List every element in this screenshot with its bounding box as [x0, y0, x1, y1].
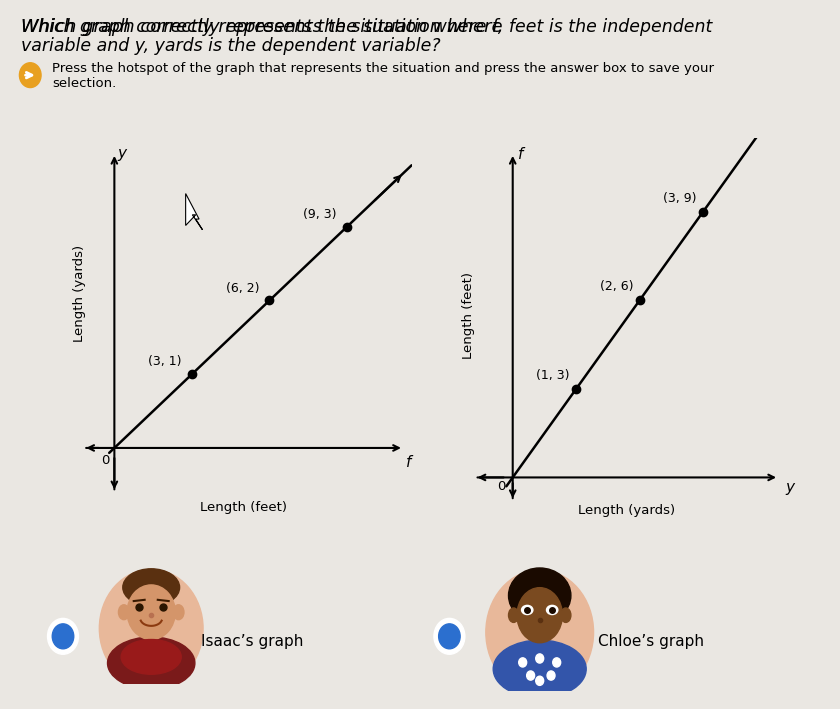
Text: selection.: selection.: [52, 77, 116, 90]
Ellipse shape: [108, 637, 195, 689]
Text: y: y: [118, 145, 127, 161]
Ellipse shape: [517, 588, 562, 643]
Circle shape: [547, 671, 555, 680]
Text: Length (feet): Length (feet): [200, 501, 287, 514]
Circle shape: [434, 618, 465, 654]
Text: Length (yards): Length (yards): [73, 245, 86, 342]
Circle shape: [536, 676, 543, 686]
Ellipse shape: [493, 640, 586, 698]
Polygon shape: [186, 194, 202, 230]
Ellipse shape: [118, 605, 129, 620]
Circle shape: [527, 671, 534, 680]
Text: Press the hotspot of the graph that represents the situation and press the answe: Press the hotspot of the graph that repr…: [52, 62, 714, 75]
Text: Isaac’s graph: Isaac’s graph: [201, 634, 303, 649]
Ellipse shape: [547, 605, 558, 615]
Ellipse shape: [127, 585, 176, 640]
Ellipse shape: [121, 640, 181, 674]
Ellipse shape: [560, 608, 571, 623]
Text: Chloe’s graph: Chloe’s graph: [598, 634, 704, 649]
Text: f: f: [517, 147, 523, 162]
Text: (6, 2): (6, 2): [226, 281, 259, 294]
Text: 0: 0: [496, 481, 505, 493]
Circle shape: [48, 618, 78, 654]
Text: variable and y, yards is the dependent variable?: variable and y, yards is the dependent v…: [21, 37, 441, 55]
Circle shape: [536, 654, 543, 663]
Text: (3, 1): (3, 1): [148, 355, 181, 368]
Text: (2, 6): (2, 6): [600, 280, 633, 293]
Ellipse shape: [99, 569, 203, 687]
Text: Which graph correctly represents the situation where: Which graph correctly represents the sit…: [21, 18, 660, 35]
Circle shape: [19, 63, 41, 87]
Text: y: y: [785, 481, 795, 496]
Ellipse shape: [173, 605, 184, 620]
Text: (1, 3): (1, 3): [536, 369, 570, 381]
Ellipse shape: [508, 608, 519, 623]
Text: Length (feet): Length (feet): [462, 272, 475, 359]
Text: 0: 0: [102, 454, 110, 467]
Text: f: f: [407, 455, 412, 470]
Circle shape: [438, 624, 460, 649]
Text: Which graph correctly represents the situation where f, feet is the independent: Which graph correctly represents the sit…: [21, 18, 712, 35]
Text: Length (yards): Length (yards): [578, 504, 675, 517]
Circle shape: [519, 658, 527, 667]
Ellipse shape: [508, 568, 571, 623]
Circle shape: [52, 624, 74, 649]
Ellipse shape: [486, 570, 594, 695]
Ellipse shape: [123, 569, 180, 606]
Text: (3, 9): (3, 9): [663, 191, 696, 205]
Text: (9, 3): (9, 3): [303, 208, 337, 220]
Circle shape: [553, 658, 560, 667]
Ellipse shape: [522, 605, 533, 615]
